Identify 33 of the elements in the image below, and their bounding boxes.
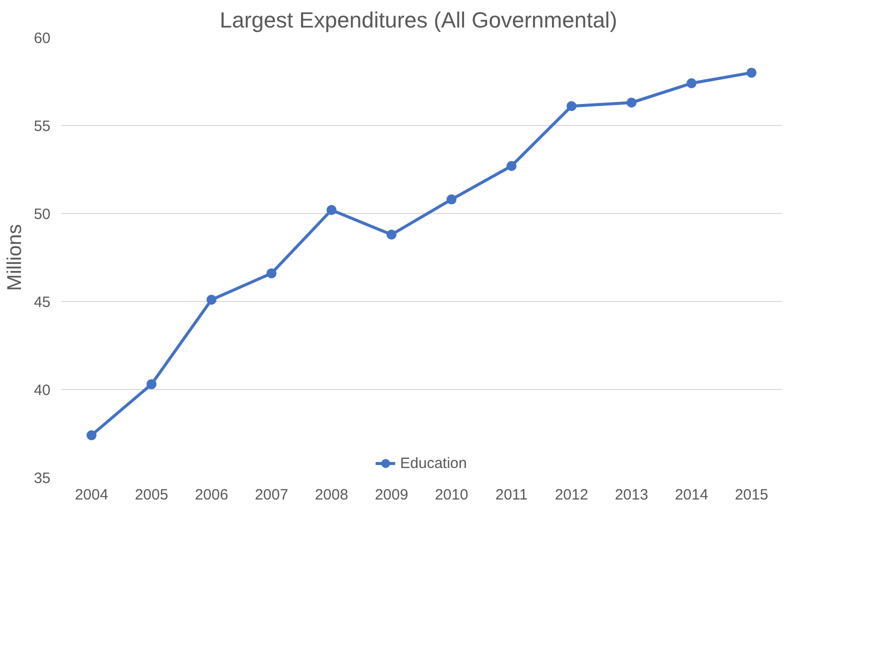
x-tick-label: 2005 <box>134 486 168 504</box>
point <box>506 160 516 171</box>
point <box>686 78 696 88</box>
x-tick-label: 2013 <box>614 486 648 504</box>
point <box>206 294 216 305</box>
x-tick-label: 2008 <box>314 486 348 504</box>
point <box>386 230 396 240</box>
point <box>566 101 576 112</box>
y-tick-label: 40 <box>34 382 51 399</box>
x-tick-label: 2007 <box>254 486 288 504</box>
point <box>326 204 336 215</box>
x-tick-label: 2006 <box>194 486 228 504</box>
y-tick-label: 60 <box>34 30 51 47</box>
y-tick-label: 55 <box>34 118 51 135</box>
point <box>746 68 756 78</box>
y-axis-title: Millions <box>4 224 26 291</box>
x-tick-label: 2009 <box>374 486 408 504</box>
point <box>266 268 276 278</box>
chart-title: Largest Expenditures (All Governmental) <box>220 8 618 32</box>
point <box>146 379 156 390</box>
legend-label: Education <box>400 454 467 472</box>
y-tick-label: 50 <box>34 206 51 223</box>
x-tick-label: 2010 <box>434 486 468 504</box>
x-tick-label: 2014 <box>674 486 708 504</box>
x-tick-label: 2012 <box>554 486 588 504</box>
point <box>446 194 456 204</box>
y-tick-label: 35 <box>34 470 51 487</box>
point <box>626 98 636 108</box>
x-tick-label: 2015 <box>734 486 768 504</box>
y-tick-label: 45 <box>34 294 51 311</box>
point <box>86 430 96 440</box>
x-tick-label: 2011 <box>495 486 528 504</box>
x-tick-label: 2004 <box>74 486 108 504</box>
